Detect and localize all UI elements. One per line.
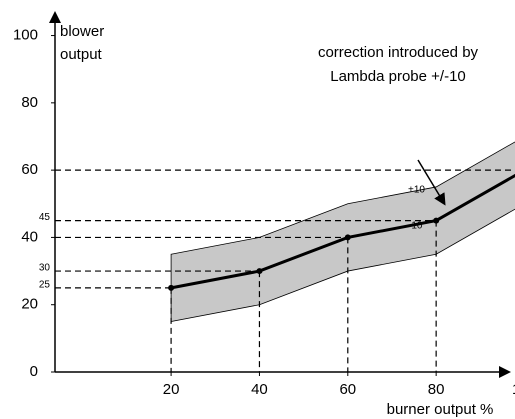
x-tick-label: 100 <box>512 381 515 398</box>
y-tick-label: 60 <box>21 161 38 178</box>
y-tick-label: 20 <box>21 296 38 313</box>
y-tick-label: 0 <box>30 363 38 380</box>
point <box>433 217 440 224</box>
x-tick-label: 20 <box>163 381 180 398</box>
x-tick-label: 40 <box>251 381 268 398</box>
band <box>170 141 515 323</box>
y-label: blower <box>60 23 104 40</box>
point <box>344 234 351 241</box>
y-label: output <box>60 46 103 63</box>
x-tick-label: 80 <box>428 381 445 398</box>
point <box>168 284 175 291</box>
y-tick-label: 100 <box>13 27 38 44</box>
band-label: -10 <box>408 221 423 232</box>
x-tick-label: 60 <box>339 381 356 398</box>
point <box>256 268 263 275</box>
y-tick-label: 80 <box>21 94 38 111</box>
y-tick-label: 40 <box>21 228 38 245</box>
band-label: +10 <box>408 185 425 196</box>
y-minor-tick-label: 25 <box>39 280 51 291</box>
y-minor-tick-label: 45 <box>39 212 51 223</box>
annotation-arrow <box>417 159 446 206</box>
annotation: correction introduced by <box>318 44 479 61</box>
x-label: burner output % <box>387 401 494 418</box>
y-minor-tick-label: 30 <box>39 263 51 274</box>
annotation: Lambda probe +/-10 <box>330 68 466 85</box>
